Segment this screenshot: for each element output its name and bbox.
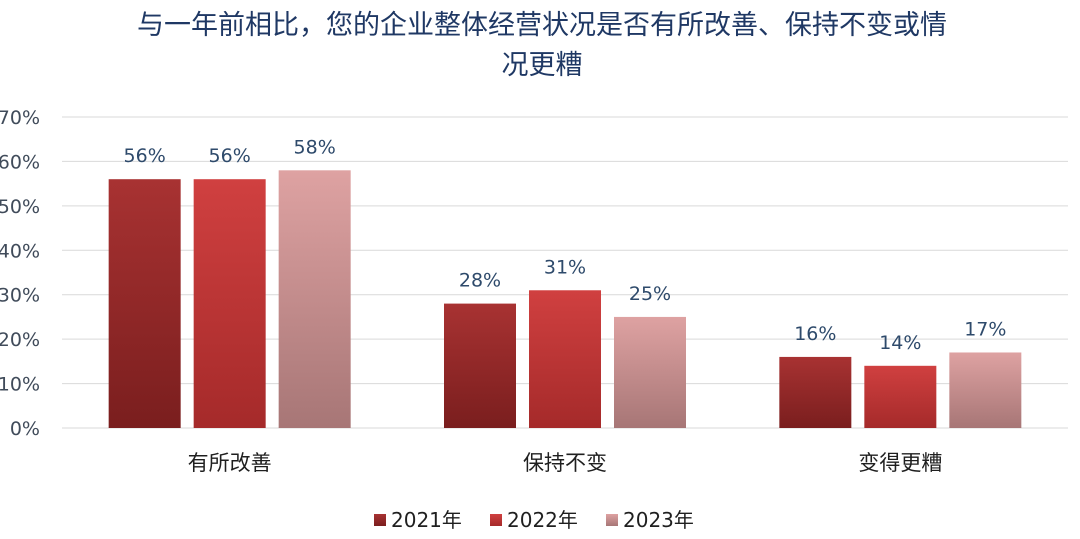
y-tick-label: 60% (0, 151, 40, 173)
y-axis-ticks: 0% 10% 20% 30% 40% 50% 60% 70% (0, 107, 40, 440)
legend-swatch (606, 514, 618, 526)
bar (779, 356, 852, 428)
data-label: 31% (544, 256, 586, 278)
x-category-label: 保持不变 (523, 451, 607, 475)
data-label: 58% (294, 136, 336, 158)
data-label: 25% (629, 283, 671, 305)
bar (444, 303, 516, 428)
y-tick-label: 20% (0, 329, 40, 351)
data-label: 17% (964, 318, 1006, 340)
x-axis-categories: 有所改善 保持不变 变得更糟 (188, 451, 943, 475)
y-tick-label: 70% (0, 107, 40, 129)
bar (864, 365, 937, 428)
data-labels: 56% 56% 58% 28% 31% 25% 16% 14% 17% (124, 136, 1007, 353)
legend: 2021年 2022年 2023年 (374, 508, 694, 532)
y-tick-label: 10% (0, 374, 40, 396)
legend-label: 2021年 (391, 508, 462, 532)
bar (614, 316, 686, 428)
x-category-label: 变得更糟 (858, 451, 942, 475)
bar (278, 170, 351, 429)
bars (108, 170, 1022, 429)
y-tick-label: 40% (0, 240, 40, 262)
legend-swatch (490, 514, 502, 526)
data-label: 16% (794, 323, 836, 345)
x-category-label: 有所改善 (188, 451, 272, 475)
y-tick-label: 0% (10, 418, 40, 440)
data-label: 56% (124, 145, 166, 167)
bar (529, 290, 601, 428)
data-label: 28% (459, 270, 501, 292)
bar (108, 179, 181, 428)
chart-title-line-2: 况更糟 (502, 50, 583, 81)
data-label: 56% (209, 145, 251, 167)
bar (949, 352, 1022, 428)
y-tick-label: 30% (0, 285, 40, 307)
legend-label: 2023年 (623, 508, 694, 532)
bar (193, 179, 266, 428)
legend-swatch (374, 514, 386, 526)
y-tick-label: 50% (0, 196, 40, 218)
data-label: 14% (879, 332, 921, 354)
legend-label: 2022年 (507, 508, 578, 532)
chart-title-line-1: 与一年前相比，您的企业整体经营状况是否有所改善、保持不变或情 (137, 10, 947, 41)
